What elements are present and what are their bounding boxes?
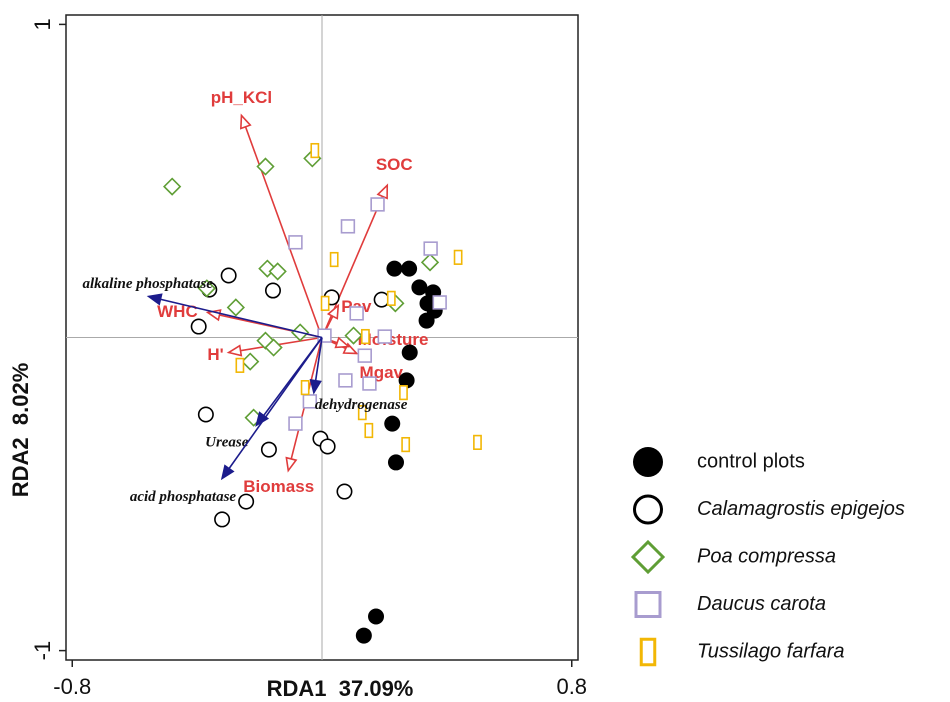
data-point xyxy=(302,394,318,409)
vector-head xyxy=(239,113,252,130)
data-point xyxy=(226,298,245,317)
data-point xyxy=(355,627,372,644)
legend-marker xyxy=(639,637,657,667)
data-point xyxy=(238,493,255,510)
vector-label: H' xyxy=(207,345,223,364)
data-point xyxy=(197,406,214,423)
vector-head xyxy=(220,464,235,481)
legend-label: control plots xyxy=(697,450,805,472)
data-point xyxy=(288,235,303,250)
data-point xyxy=(197,279,216,298)
data-point xyxy=(268,262,287,281)
vector-head xyxy=(309,379,322,395)
data-point xyxy=(338,373,353,388)
vector-line xyxy=(240,115,323,338)
data-point xyxy=(320,295,330,311)
data-point xyxy=(329,251,339,268)
data-point xyxy=(163,177,182,196)
data-point xyxy=(235,357,245,373)
data-point xyxy=(364,422,374,439)
data-point xyxy=(264,338,283,357)
vector-head xyxy=(146,293,163,306)
vector-head xyxy=(376,183,389,200)
y-tick-label: -1 xyxy=(30,641,55,661)
vector-label: acid phosphatase xyxy=(130,489,237,505)
vector-head xyxy=(285,456,298,473)
vector-head xyxy=(226,344,243,357)
vector-line xyxy=(221,337,323,479)
data-point xyxy=(401,344,418,361)
data-point xyxy=(336,483,353,500)
data-point xyxy=(340,219,356,234)
y-tick-label: 1 xyxy=(30,18,55,30)
legend-label: Daucus carota xyxy=(697,593,826,615)
data-point xyxy=(370,197,385,212)
vector-label: dehydrogenase xyxy=(315,397,408,413)
data-point xyxy=(220,267,237,284)
vector-label: Biomass xyxy=(243,477,314,496)
data-point xyxy=(399,385,408,401)
x-axis-title: RDA1 37.09% xyxy=(267,676,414,701)
data-point xyxy=(373,291,390,308)
x-tick-label: -0.8 xyxy=(53,674,91,699)
data-point xyxy=(357,348,372,363)
legend-marker xyxy=(634,591,662,618)
data-point xyxy=(401,436,411,453)
legend-marker xyxy=(633,447,663,477)
data-point xyxy=(411,279,428,296)
data-point xyxy=(398,372,415,389)
data-point xyxy=(423,241,438,256)
vector-label: pH_KCl xyxy=(211,88,272,107)
data-point xyxy=(362,376,377,391)
vector-label: WHC xyxy=(157,302,198,321)
data-point xyxy=(300,379,310,396)
data-point xyxy=(260,441,277,458)
legend-label: Poa compressa xyxy=(697,545,836,567)
y-axis-title: RDA2 8.02% xyxy=(8,363,33,498)
legend-marker xyxy=(630,539,666,575)
data-point xyxy=(190,318,207,335)
legend-label: Tussilago farfara xyxy=(697,640,844,662)
vector-head xyxy=(326,303,340,320)
data-point xyxy=(241,352,260,371)
data-point xyxy=(401,260,418,277)
data-point xyxy=(386,260,403,277)
data-point xyxy=(288,416,303,431)
vector-line xyxy=(148,295,323,339)
vector-label: Urease xyxy=(205,435,249,451)
legend-marker xyxy=(633,494,663,525)
data-point xyxy=(377,329,392,344)
data-point xyxy=(349,306,364,321)
vector-label: alkaline phosphatase xyxy=(83,276,214,292)
x-tick-label: 0.8 xyxy=(556,674,587,699)
data-point xyxy=(473,434,482,450)
legend-label: Calamagrostis epigejos xyxy=(697,498,905,520)
vector-head xyxy=(334,336,351,349)
data-point xyxy=(453,249,463,265)
data-point xyxy=(420,253,440,272)
data-point xyxy=(386,290,396,306)
data-point xyxy=(357,405,367,421)
data-point xyxy=(432,295,447,310)
data-point xyxy=(319,438,336,455)
data-point xyxy=(256,157,275,176)
data-point xyxy=(384,415,401,432)
data-point xyxy=(387,454,404,471)
vector-label: SOC xyxy=(376,155,413,174)
vector-label: Moisture xyxy=(358,330,429,349)
data-point xyxy=(344,326,363,345)
data-point xyxy=(264,282,281,299)
data-point xyxy=(368,608,385,625)
data-point xyxy=(310,142,320,159)
data-point xyxy=(418,312,435,329)
data-point xyxy=(214,511,231,528)
data-point xyxy=(360,328,370,345)
